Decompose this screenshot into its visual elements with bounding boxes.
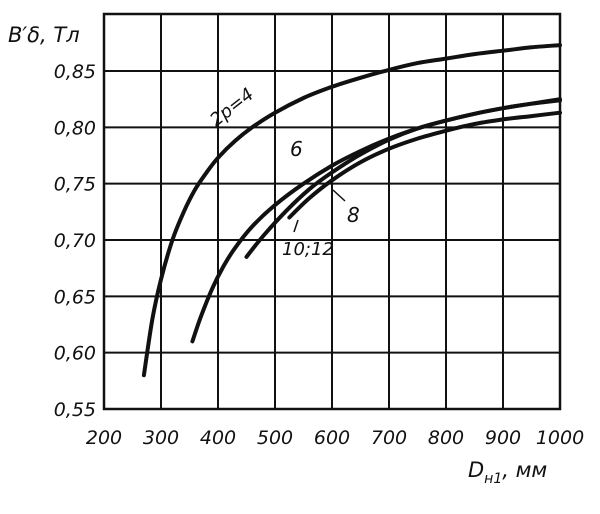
series-label-6: 6 (290, 137, 303, 161)
x-axis-label-sub: н1 (484, 471, 502, 487)
y-tick-label-2: 0,65 (54, 286, 96, 308)
series-label-8-leader (332, 189, 346, 202)
x-axis-label: Dн1, мм (468, 458, 547, 487)
series-line-3 (287, 110, 562, 220)
x-tick-label-8: 1000 (536, 427, 584, 449)
x-tick-label-3: 500 (257, 427, 293, 449)
series-line-2 (244, 97, 562, 259)
series-line-0 (141, 43, 562, 378)
y-tick-label-1: 0,60 (54, 343, 96, 365)
y-tick-label-6: 0,85 (54, 61, 96, 83)
x-tick-label-4: 600 (314, 427, 350, 449)
series-line-1 (190, 98, 562, 344)
x-tick-label-5: 700 (371, 427, 407, 449)
x-tick-label-6: 800 (428, 427, 464, 449)
x-axis-label-unit: , мм (502, 458, 547, 482)
series-label-10-12-leader (293, 219, 299, 233)
x-tick-label-2: 400 (200, 427, 236, 449)
x-axis-label-main: D (468, 458, 484, 482)
y-tick-label-4: 0,75 (54, 174, 96, 196)
y-tick-label-0: 0,55 (54, 399, 96, 421)
series-label-10-12: 10;12 (282, 239, 334, 260)
series-label-2p4: 2p=4 (206, 84, 258, 131)
series-group (141, 43, 562, 378)
y-axis-label: B′δ, Тл (8, 23, 80, 47)
grid (102, 12, 562, 411)
y-tick-label-5: 0,80 (54, 117, 96, 139)
series-label-8: 8 (347, 203, 360, 227)
x-tick-label-0: 200 (86, 427, 122, 449)
x-tick-label-7: 900 (485, 427, 521, 449)
tick-labels: 200 300 400 500 600 700 800 900 1000 0,55 0,60 0,65… (54, 61, 584, 449)
y-tick-label-3: 0,70 (54, 230, 96, 252)
x-tick-label-1: 300 (143, 427, 179, 449)
